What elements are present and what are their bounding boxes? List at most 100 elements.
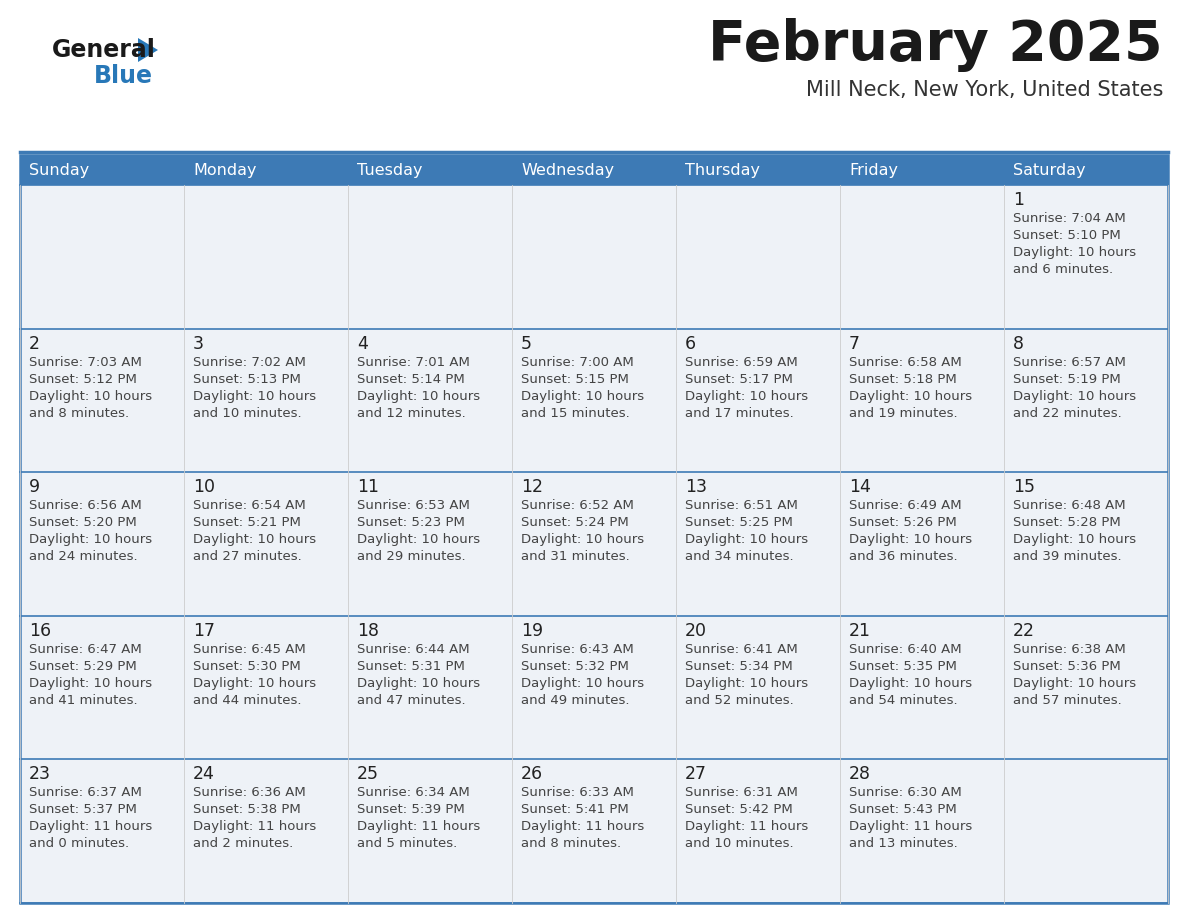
- Text: 15: 15: [1013, 478, 1035, 497]
- Text: and 13 minutes.: and 13 minutes.: [849, 837, 958, 850]
- Text: Sunset: 5:19 PM: Sunset: 5:19 PM: [1013, 373, 1120, 386]
- Text: Sunset: 5:15 PM: Sunset: 5:15 PM: [522, 373, 628, 386]
- Text: and 31 minutes.: and 31 minutes.: [522, 550, 630, 564]
- Bar: [348, 329, 512, 472]
- Polygon shape: [138, 38, 158, 62]
- Bar: [184, 759, 348, 903]
- Text: Sunset: 5:10 PM: Sunset: 5:10 PM: [1013, 229, 1120, 242]
- Text: 14: 14: [849, 478, 871, 497]
- Text: Sunrise: 6:47 AM: Sunrise: 6:47 AM: [29, 643, 141, 655]
- Bar: [20, 759, 184, 903]
- Bar: [512, 759, 676, 903]
- Text: Sunrise: 7:01 AM: Sunrise: 7:01 AM: [358, 355, 470, 369]
- Bar: [348, 472, 512, 616]
- Text: and 24 minutes.: and 24 minutes.: [29, 550, 138, 564]
- Text: 28: 28: [849, 766, 871, 783]
- Text: Daylight: 10 hours: Daylight: 10 hours: [522, 389, 644, 403]
- Text: Daylight: 11 hours: Daylight: 11 hours: [29, 821, 152, 834]
- Text: Sunrise: 6:41 AM: Sunrise: 6:41 AM: [685, 643, 798, 655]
- Text: and 15 minutes.: and 15 minutes.: [522, 407, 630, 420]
- Text: and 2 minutes.: and 2 minutes.: [192, 837, 293, 850]
- Text: Daylight: 10 hours: Daylight: 10 hours: [358, 389, 480, 403]
- Text: Sunrise: 6:52 AM: Sunrise: 6:52 AM: [522, 499, 634, 512]
- Text: Sunset: 5:25 PM: Sunset: 5:25 PM: [685, 516, 792, 529]
- Text: Daylight: 10 hours: Daylight: 10 hours: [522, 533, 644, 546]
- Text: Daylight: 10 hours: Daylight: 10 hours: [849, 389, 972, 403]
- Text: Sunrise: 6:57 AM: Sunrise: 6:57 AM: [1013, 355, 1126, 369]
- Text: Sunrise: 6:36 AM: Sunrise: 6:36 AM: [192, 787, 305, 800]
- Bar: [348, 759, 512, 903]
- Text: 18: 18: [358, 621, 379, 640]
- Text: and 10 minutes.: and 10 minutes.: [685, 837, 794, 850]
- Text: Sunrise: 6:58 AM: Sunrise: 6:58 AM: [849, 355, 962, 369]
- Text: Wednesday: Wednesday: [522, 162, 614, 177]
- Bar: [676, 155, 840, 185]
- Bar: [184, 472, 348, 616]
- Bar: [840, 155, 1004, 185]
- Text: 16: 16: [29, 621, 51, 640]
- Text: 2: 2: [29, 334, 40, 353]
- Text: Sunrise: 7:04 AM: Sunrise: 7:04 AM: [1013, 212, 1126, 225]
- Bar: [676, 759, 840, 903]
- Text: Sunset: 5:39 PM: Sunset: 5:39 PM: [358, 803, 465, 816]
- Text: Sunset: 5:42 PM: Sunset: 5:42 PM: [685, 803, 792, 816]
- Text: Daylight: 10 hours: Daylight: 10 hours: [192, 389, 316, 403]
- Text: Sunrise: 6:54 AM: Sunrise: 6:54 AM: [192, 499, 305, 512]
- Bar: [676, 329, 840, 472]
- Text: Daylight: 11 hours: Daylight: 11 hours: [685, 821, 808, 834]
- Text: Daylight: 10 hours: Daylight: 10 hours: [358, 677, 480, 689]
- Bar: [184, 155, 348, 185]
- Text: Sunset: 5:21 PM: Sunset: 5:21 PM: [192, 516, 301, 529]
- Text: Sunset: 5:17 PM: Sunset: 5:17 PM: [685, 373, 792, 386]
- Text: February 2025: February 2025: [708, 18, 1163, 72]
- Bar: [840, 759, 1004, 903]
- Text: Daylight: 10 hours: Daylight: 10 hours: [358, 533, 480, 546]
- Text: and 41 minutes.: and 41 minutes.: [29, 694, 138, 707]
- Text: Daylight: 10 hours: Daylight: 10 hours: [1013, 389, 1136, 403]
- Text: Sunday: Sunday: [29, 162, 89, 177]
- Text: and 12 minutes.: and 12 minutes.: [358, 407, 466, 420]
- Bar: [20, 616, 184, 759]
- Text: Sunset: 5:35 PM: Sunset: 5:35 PM: [849, 660, 956, 673]
- Text: 9: 9: [29, 478, 40, 497]
- Bar: [840, 472, 1004, 616]
- Text: Mill Neck, New York, United States: Mill Neck, New York, United States: [805, 80, 1163, 100]
- Text: Sunset: 5:38 PM: Sunset: 5:38 PM: [192, 803, 301, 816]
- Text: and 34 minutes.: and 34 minutes.: [685, 550, 794, 564]
- Text: Sunrise: 6:31 AM: Sunrise: 6:31 AM: [685, 787, 798, 800]
- Text: Sunrise: 6:45 AM: Sunrise: 6:45 AM: [192, 643, 305, 655]
- Text: Sunset: 5:36 PM: Sunset: 5:36 PM: [1013, 660, 1120, 673]
- Text: 7: 7: [849, 334, 860, 353]
- Text: Friday: Friday: [849, 162, 898, 177]
- Bar: [512, 616, 676, 759]
- Text: and 44 minutes.: and 44 minutes.: [192, 694, 302, 707]
- Text: Sunset: 5:41 PM: Sunset: 5:41 PM: [522, 803, 628, 816]
- Text: Sunrise: 6:53 AM: Sunrise: 6:53 AM: [358, 499, 470, 512]
- Text: Sunset: 5:13 PM: Sunset: 5:13 PM: [192, 373, 301, 386]
- Text: Sunset: 5:14 PM: Sunset: 5:14 PM: [358, 373, 465, 386]
- Text: Daylight: 10 hours: Daylight: 10 hours: [522, 677, 644, 689]
- Bar: [184, 185, 348, 329]
- Bar: [1004, 155, 1168, 185]
- Text: and 57 minutes.: and 57 minutes.: [1013, 694, 1121, 707]
- Bar: [20, 472, 184, 616]
- Text: Daylight: 11 hours: Daylight: 11 hours: [192, 821, 316, 834]
- Text: 12: 12: [522, 478, 543, 497]
- Text: 20: 20: [685, 621, 707, 640]
- Text: 23: 23: [29, 766, 51, 783]
- Text: and 8 minutes.: and 8 minutes.: [29, 407, 129, 420]
- Text: General: General: [52, 38, 156, 62]
- Bar: [512, 472, 676, 616]
- Text: Sunset: 5:28 PM: Sunset: 5:28 PM: [1013, 516, 1120, 529]
- Text: Daylight: 10 hours: Daylight: 10 hours: [849, 533, 972, 546]
- Text: and 5 minutes.: and 5 minutes.: [358, 837, 457, 850]
- Text: Sunrise: 6:56 AM: Sunrise: 6:56 AM: [29, 499, 141, 512]
- Bar: [348, 616, 512, 759]
- Text: Sunset: 5:34 PM: Sunset: 5:34 PM: [685, 660, 792, 673]
- Text: Sunset: 5:29 PM: Sunset: 5:29 PM: [29, 660, 137, 673]
- Text: and 6 minutes.: and 6 minutes.: [1013, 263, 1113, 276]
- Text: Sunrise: 6:40 AM: Sunrise: 6:40 AM: [849, 643, 961, 655]
- Text: 19: 19: [522, 621, 543, 640]
- Bar: [20, 185, 184, 329]
- Text: Thursday: Thursday: [685, 162, 760, 177]
